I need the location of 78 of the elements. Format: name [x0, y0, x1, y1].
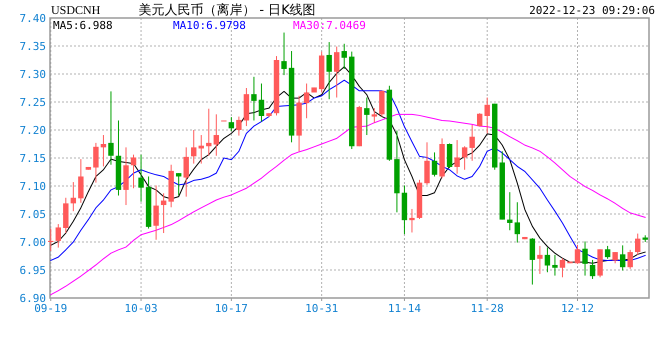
x-tick-label: 10-03: [124, 302, 158, 315]
candlestick: [537, 245, 543, 274]
y-tick-label: 7.00: [20, 236, 46, 249]
y-tick-label: 7.05: [20, 208, 46, 221]
candlestick: [78, 158, 84, 204]
candlestick: [432, 152, 438, 177]
text: 2022-12-23 09:29:06: [529, 4, 655, 17]
candlestick: [326, 42, 332, 100]
candlestick: [236, 116, 242, 136]
y-tick-label: 7.25: [20, 96, 46, 109]
y-tick-label: 6.95: [20, 264, 46, 277]
candlestick: [198, 134, 204, 164]
y-tick-label: 7.15: [20, 152, 46, 165]
candlestick: [462, 146, 468, 170]
candlestick: [604, 245, 610, 260]
candlestick: [130, 154, 136, 189]
candlestick: [108, 90, 114, 166]
text: MA10:6.9798: [173, 19, 246, 32]
y-tick-label: 7.30: [20, 68, 46, 81]
candlestick: [138, 154, 144, 202]
candlestick: [424, 142, 430, 186]
candlestick: [183, 146, 189, 198]
candlestick: [191, 130, 196, 164]
candlestick: [176, 172, 182, 196]
candlestick: [379, 90, 385, 118]
line-series: [50, 114, 646, 296]
candlestick: [560, 258, 566, 278]
candlestick: [160, 192, 166, 234]
y-tick-label: 7.40: [20, 12, 46, 25]
chart-title: 美元人民币（离岸） - 日K线图: [138, 2, 316, 18]
candlestick: [454, 140, 460, 174]
candlestick: [334, 46, 340, 98]
candlestick: [514, 202, 520, 244]
candlestick: [409, 208, 415, 233]
candlestick: [342, 43, 347, 70]
x-tick-label: 11-28: [470, 302, 504, 315]
text: MA5:6.988: [53, 19, 113, 32]
chart-subtitle: USDCNH: [51, 3, 101, 17]
candlestick: [251, 76, 257, 121]
candlestick: [612, 252, 618, 264]
y-tick-label: 7.10: [20, 180, 46, 193]
candlestick: [372, 108, 378, 124]
candlestick: [620, 244, 626, 272]
candlestick: [544, 247, 550, 273]
candlestick: [100, 134, 106, 167]
candlestick: [364, 97, 370, 136]
x-tick-label: 11-14: [388, 302, 422, 315]
candlestick: [56, 224, 61, 248]
candlestick: [635, 233, 640, 256]
x-tick-label: 10-31: [305, 302, 338, 315]
y-tick-label: 7.20: [20, 124, 46, 137]
candlestick: [93, 142, 99, 184]
candlestick: [48, 228, 54, 252]
candlestick: [281, 32, 287, 76]
candlestick: [590, 259, 596, 280]
candlestick: [206, 108, 212, 156]
candlestick: [70, 182, 76, 212]
x-tick-label: 12-12: [560, 302, 594, 315]
text: MA30:7.0469: [293, 19, 366, 32]
candlestick: [469, 124, 475, 162]
candlestick: [530, 238, 536, 286]
x-tick-label: 09-19: [34, 302, 68, 315]
candlestick: [476, 112, 482, 128]
candlestick: [574, 244, 580, 264]
candlestick: [304, 83, 310, 119]
y-tick-label: 6.90: [20, 292, 46, 305]
candlestick: [258, 83, 264, 122]
candlestick: [552, 254, 558, 276]
candlestick: [582, 240, 588, 276]
candlestick: [627, 249, 633, 270]
x-tick-label: 10-17: [214, 302, 248, 315]
candlestick: [484, 97, 490, 134]
candlestick: [446, 142, 452, 169]
candlestick: [153, 184, 159, 240]
y-tick-label: 7.35: [20, 40, 46, 53]
candlestick: [507, 192, 512, 231]
candlestick: [228, 116, 234, 132]
candlestick: [214, 114, 220, 156]
